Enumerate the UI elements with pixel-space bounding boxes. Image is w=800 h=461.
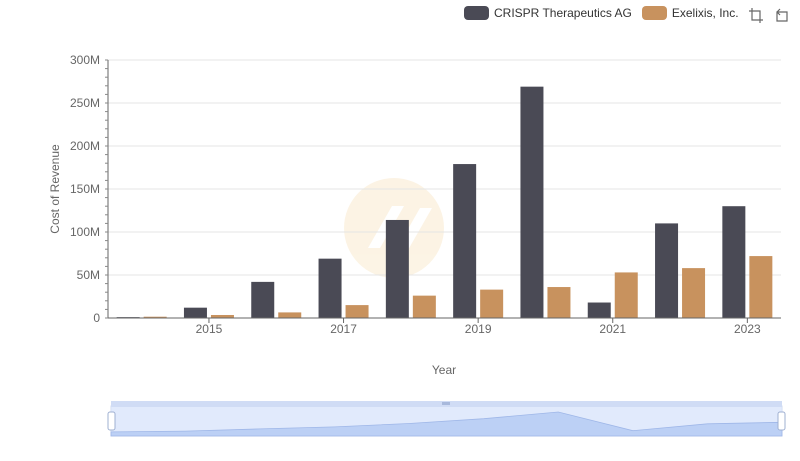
y-tick-label: 50M — [77, 268, 100, 282]
bar-crispr-2018[interactable] — [385, 219, 409, 318]
bar-exelixis-2021[interactable] — [614, 272, 638, 318]
y-axis: 0 50M 100M 150M 200M 250M 300M — [70, 53, 109, 325]
y-axis-title: Cost of Revenue — [48, 144, 62, 234]
bar-crispr-2020[interactable] — [520, 86, 544, 318]
legend-label-exelixis: Exelixis, Inc. — [671, 6, 739, 20]
zoom-icon[interactable] — [748, 7, 764, 23]
bar-exelixis-2015[interactable] — [210, 314, 234, 318]
bar-crispr-2015[interactable] — [183, 307, 207, 318]
data-zoom-slider[interactable] — [107, 401, 786, 437]
x-axis: 2015 2017 2019 2021 2023 — [108, 317, 781, 336]
bar-crispr-2021[interactable] — [587, 302, 611, 318]
legend-swatch-crispr — [464, 6, 489, 20]
bars — [116, 86, 773, 318]
bar-crispr-2022[interactable] — [655, 223, 679, 318]
x-tick-label: 2015 — [196, 322, 223, 336]
grid-lines — [108, 59, 781, 276]
x-tick-label: 2017 — [330, 322, 357, 336]
y-tick-label: 300M — [70, 53, 100, 67]
bar-crispr-2017[interactable] — [318, 258, 342, 318]
bar-exelixis-2018[interactable] — [412, 295, 436, 318]
toolbox — [748, 7, 800, 23]
legend: CRISPR Therapeutics AG Exelixis, Inc. — [464, 4, 749, 22]
legend-item-exelixis[interactable]: Exelixis, Inc. — [641, 6, 739, 20]
y-tick-label: 0 — [93, 311, 100, 325]
bar-exelixis-2022[interactable] — [682, 268, 706, 318]
bar-exelixis-2019[interactable] — [480, 289, 504, 318]
x-tick-label: 2021 — [599, 322, 626, 336]
data-zoom-move-grip[interactable] — [442, 402, 450, 405]
x-tick-label: 2023 — [734, 322, 761, 336]
bar-exelixis-2014[interactable] — [143, 316, 167, 318]
legend-label-crispr: CRISPR Therapeutics AG — [494, 6, 632, 20]
bar-exelixis-2017[interactable] — [345, 305, 369, 318]
bar-crispr-2019[interactable] — [453, 164, 477, 318]
x-axis-title: Year — [432, 363, 456, 377]
y-tick-label: 200M — [70, 139, 100, 153]
legend-swatch-exelixis — [641, 6, 667, 20]
bar-crispr-2023[interactable] — [722, 206, 746, 318]
y-tick-label: 250M — [70, 96, 100, 110]
bar-exelixis-2023[interactable] — [749, 256, 773, 318]
bar-exelixis-2020[interactable] — [547, 287, 571, 318]
legend-item-crispr[interactable]: CRISPR Therapeutics AG — [464, 6, 632, 20]
data-zoom-left-handle[interactable] — [107, 411, 116, 431]
data-zoom-right-handle[interactable] — [777, 411, 786, 431]
bar-crispr-2016[interactable] — [251, 281, 275, 318]
reset-icon[interactable] — [774, 7, 790, 23]
y-tick-label: 150M — [70, 182, 100, 196]
x-tick-label: 2019 — [465, 322, 492, 336]
y-tick-label: 100M — [70, 225, 100, 239]
bar-exelixis-2016[interactable] — [278, 312, 302, 318]
